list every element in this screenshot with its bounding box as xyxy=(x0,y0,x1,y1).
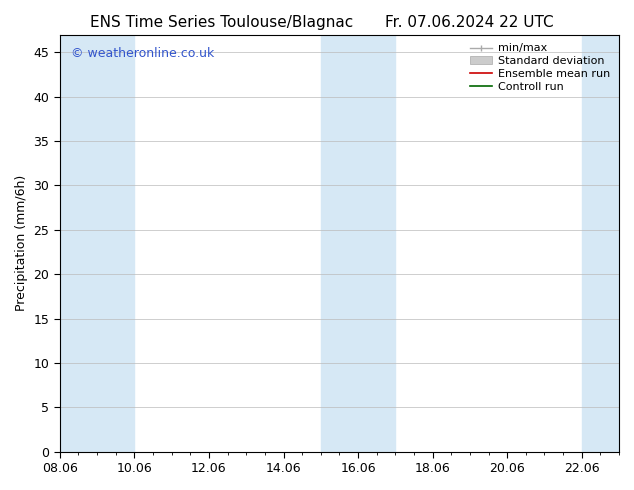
Y-axis label: Precipitation (mm/6h): Precipitation (mm/6h) xyxy=(15,175,28,311)
Bar xyxy=(321,35,396,452)
Bar xyxy=(582,35,619,452)
Legend: min/max, Standard deviation, Ensemble mean run, Controll run: min/max, Standard deviation, Ensemble me… xyxy=(467,40,614,95)
Bar xyxy=(60,35,134,452)
Text: © weatheronline.co.uk: © weatheronline.co.uk xyxy=(71,47,214,60)
Text: ENS Time Series Toulouse/Blagnac: ENS Time Series Toulouse/Blagnac xyxy=(90,15,354,30)
Text: Fr. 07.06.2024 22 UTC: Fr. 07.06.2024 22 UTC xyxy=(385,15,553,30)
